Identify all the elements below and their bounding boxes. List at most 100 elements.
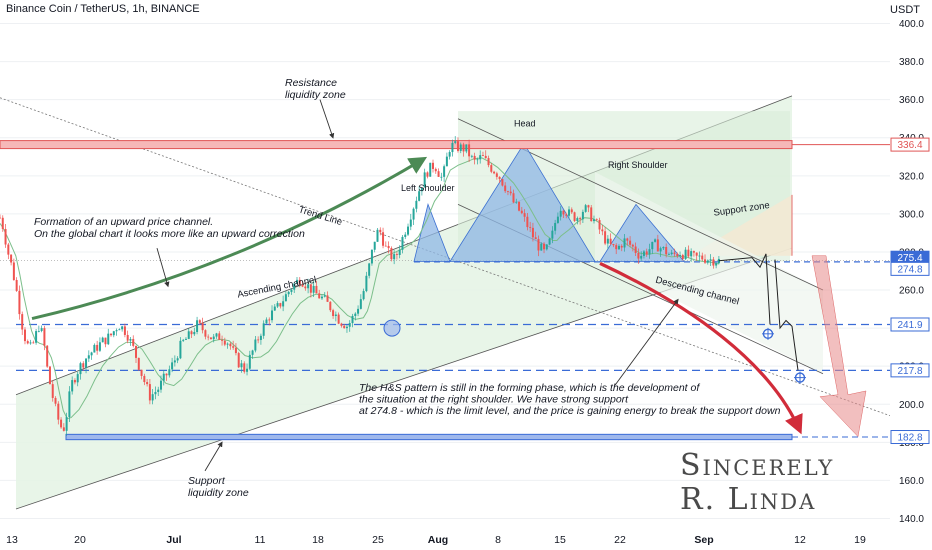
candle-body	[570, 209, 573, 213]
x-tick-label: 18	[312, 534, 324, 546]
candle-body	[523, 213, 526, 217]
x-tick-label: 25	[372, 534, 384, 546]
candle-body	[112, 331, 115, 336]
y-tick-label: 160.0	[899, 476, 924, 487]
upward-arrow	[31, 156, 428, 321]
candle-body	[187, 331, 190, 339]
candle-body	[651, 241, 654, 250]
candle-body	[407, 226, 410, 235]
candle-body	[290, 289, 293, 292]
candle-body	[301, 284, 304, 287]
x-tick-label: 20	[74, 534, 86, 546]
candle-body	[37, 330, 40, 332]
candle-body	[201, 322, 204, 331]
candle-body	[584, 205, 587, 212]
candle-body	[71, 380, 74, 392]
candle-body	[434, 168, 437, 172]
candle-body	[454, 141, 457, 143]
candle-body	[293, 283, 296, 290]
candle-body	[248, 354, 251, 369]
candle-body	[426, 172, 429, 177]
candle-body	[151, 394, 154, 401]
candle-body	[212, 336, 215, 340]
candle-body	[298, 279, 301, 285]
downward-arrow	[599, 261, 803, 435]
price-label-241-9: 241.9	[897, 320, 922, 331]
chart-title: Binance Coin / TetherUS, 1h, BINANCE	[6, 3, 200, 15]
candle-body	[362, 291, 365, 300]
candle-body	[309, 284, 312, 293]
price-label-275-4: 275.4	[897, 253, 922, 264]
candle-body	[695, 252, 698, 256]
candle-body	[60, 419, 63, 428]
candle-body	[534, 237, 537, 240]
candle-body	[382, 232, 385, 246]
candle-body	[659, 248, 662, 252]
candle-body	[243, 363, 246, 372]
candle-body	[418, 191, 421, 201]
candle-body	[237, 353, 240, 368]
candle-body	[576, 218, 579, 221]
candle-body	[617, 245, 620, 250]
candle-body	[468, 144, 471, 157]
candle-body	[490, 165, 493, 172]
candle-body	[432, 162, 435, 169]
candle-body	[415, 200, 418, 209]
candle-body	[357, 308, 360, 314]
candle-body	[129, 338, 132, 341]
candle-body	[587, 205, 590, 208]
candle-body	[451, 142, 454, 153]
candle-body	[132, 338, 135, 346]
candle-body	[198, 320, 201, 323]
candle-body	[318, 293, 321, 299]
candle-body	[429, 162, 432, 177]
candle-body	[590, 207, 593, 222]
candle-body	[315, 285, 318, 294]
candle-body	[642, 251, 645, 256]
candle-body	[465, 144, 468, 152]
candle-body	[398, 249, 401, 256]
candle-body	[93, 344, 96, 353]
candle-body	[520, 210, 523, 214]
candle-body	[51, 384, 54, 398]
candle-body	[690, 251, 693, 257]
candle-body	[559, 210, 562, 217]
candle-body	[679, 255, 682, 257]
signature-line-1: Sincerely	[680, 448, 835, 483]
candle-body	[85, 358, 88, 368]
candle-body	[10, 254, 13, 263]
candle-body	[531, 227, 534, 238]
candle-body	[620, 245, 623, 248]
price-label-box	[890, 137, 930, 152]
candle-body	[115, 330, 118, 332]
candle-body	[498, 176, 501, 179]
candle-body	[171, 362, 174, 370]
candle-body	[307, 284, 310, 289]
candle-body	[46, 345, 49, 367]
candle-body	[159, 380, 162, 390]
x-tick-label: Sep	[694, 534, 713, 546]
y-tick-label: 300.0	[899, 209, 924, 220]
hs-note-line-1: The H&S pattern is still in the forming …	[359, 382, 700, 394]
candle-body	[40, 328, 43, 331]
candle-body	[715, 263, 718, 266]
projection-path-2	[774, 259, 799, 371]
candle-body	[110, 333, 113, 336]
candle-body	[126, 334, 129, 341]
candle-body	[271, 310, 274, 321]
candle-body	[351, 315, 354, 324]
price-label-box	[890, 317, 930, 332]
candle-body	[448, 152, 451, 157]
candle-body	[637, 252, 640, 259]
resistance-label-line-2: liquidity zone	[285, 89, 346, 101]
candle-body	[512, 193, 515, 203]
candle-body	[73, 380, 76, 383]
price-label-box	[890, 363, 930, 378]
support-pointer	[204, 441, 223, 472]
candle-body	[565, 214, 568, 216]
descending-channel-fill	[595, 172, 823, 374]
hs-note-pointer	[614, 298, 679, 386]
candle-body	[323, 295, 326, 297]
candle-body	[645, 251, 648, 255]
candle-body	[18, 290, 21, 315]
